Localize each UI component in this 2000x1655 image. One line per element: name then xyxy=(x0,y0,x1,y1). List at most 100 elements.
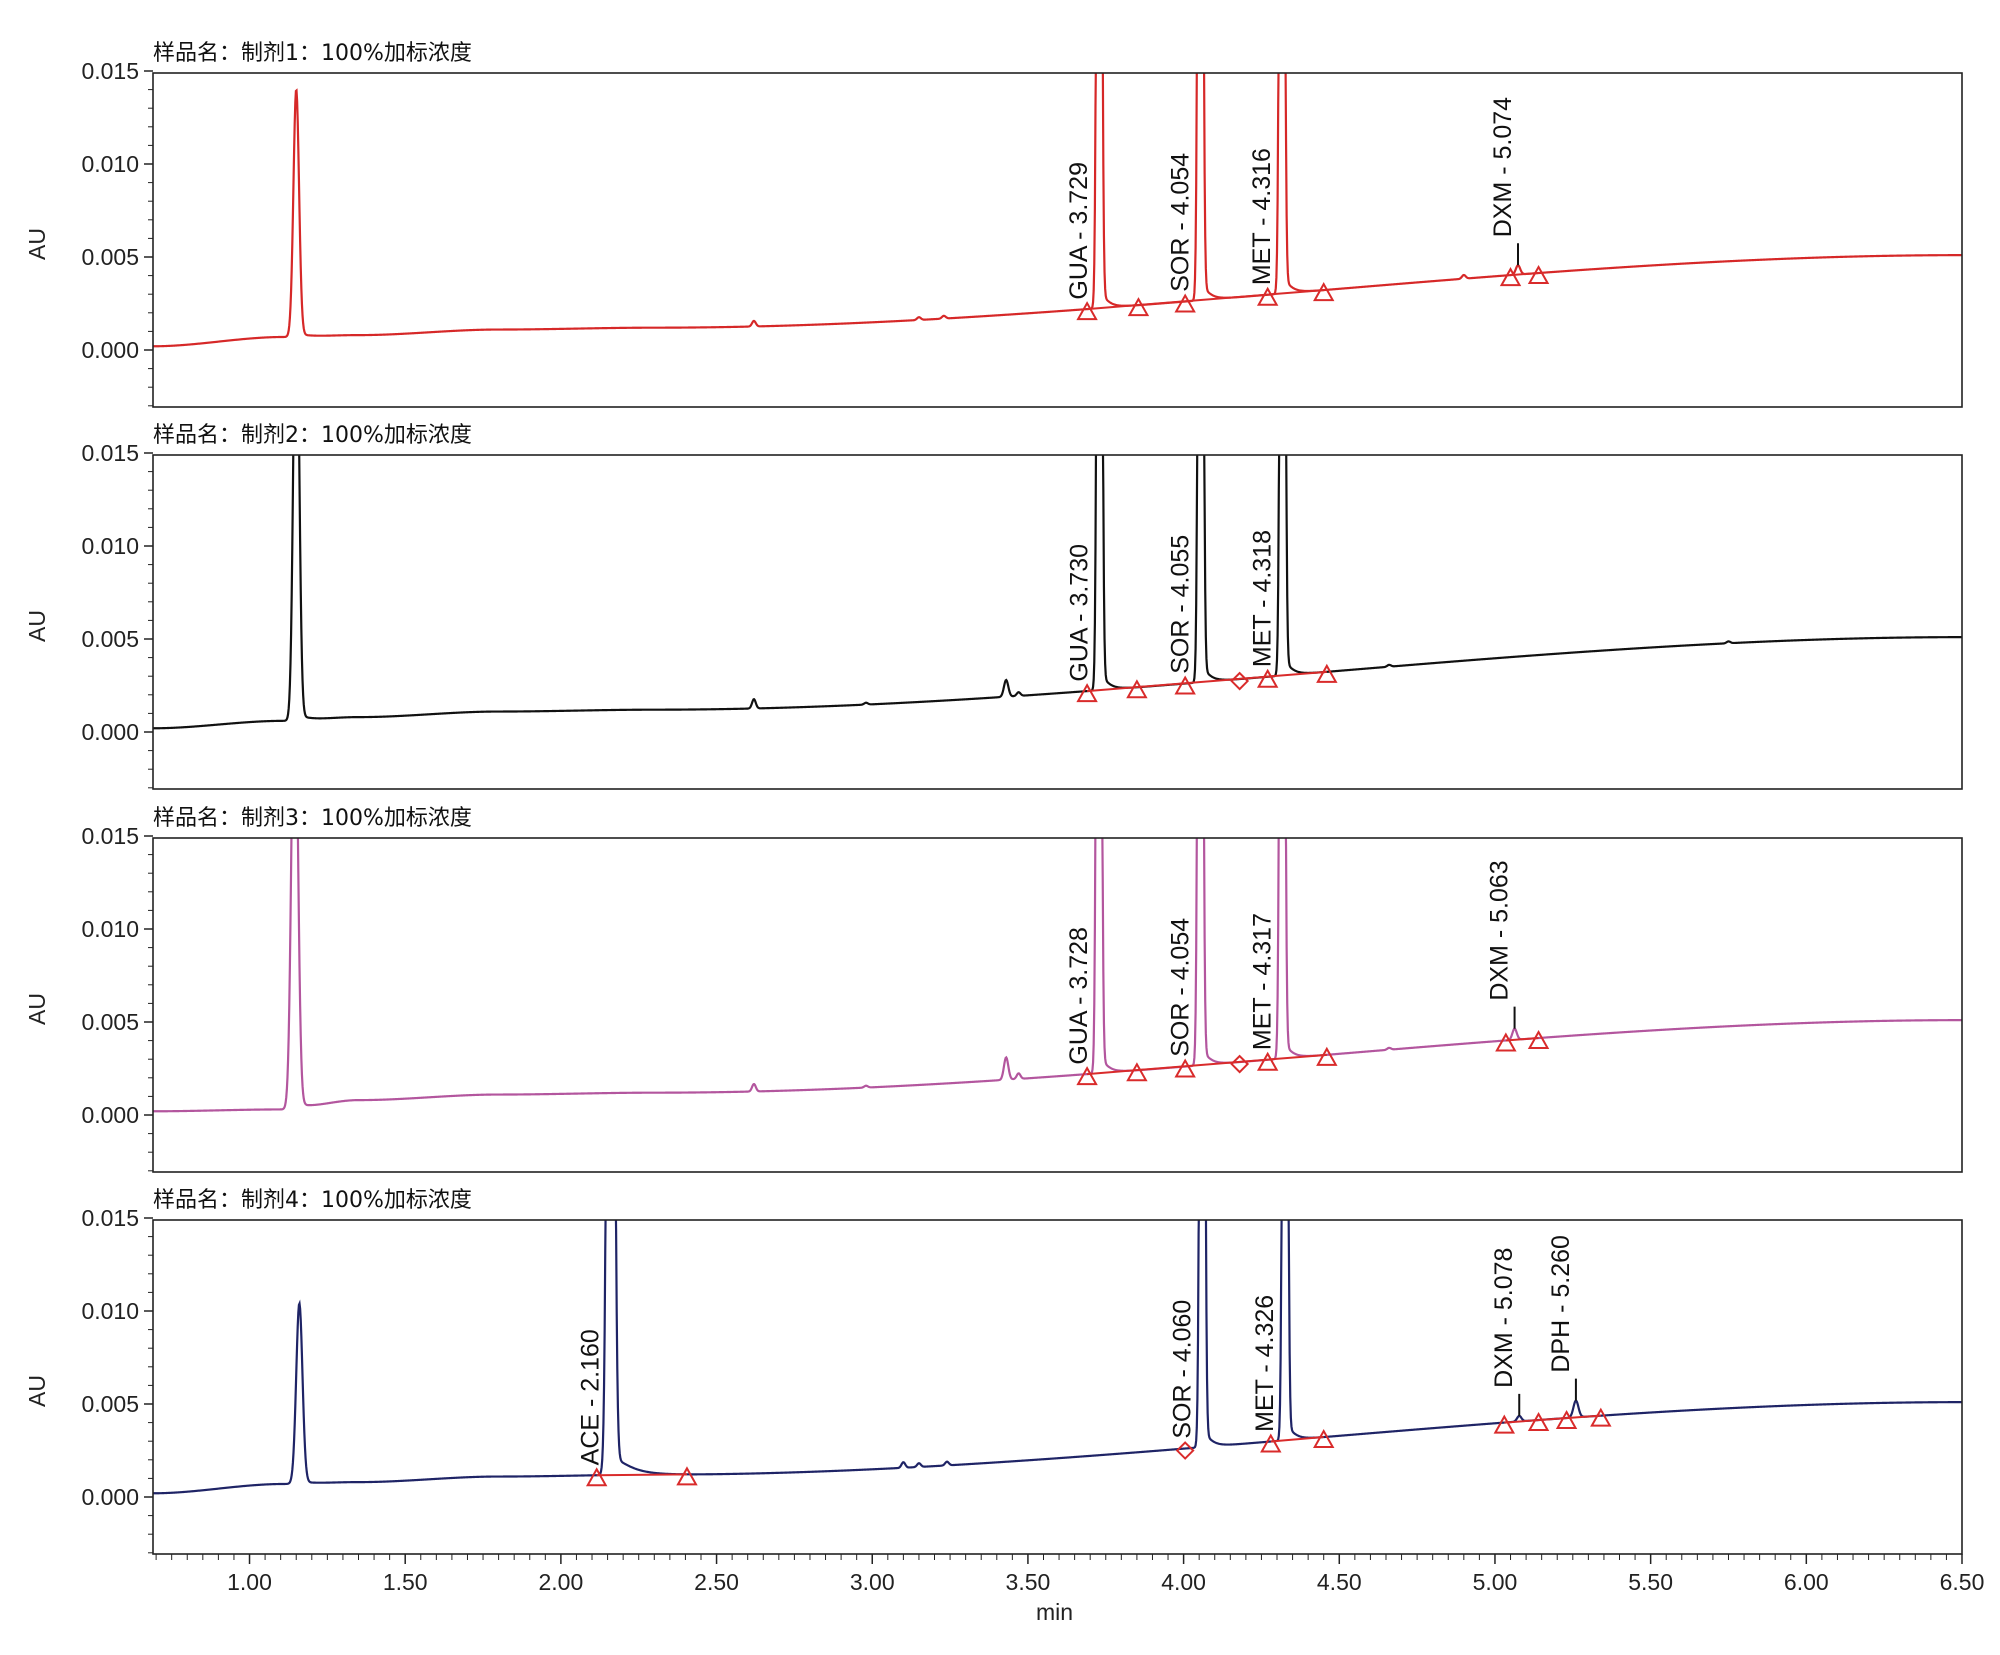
peak-label: DXM - 5.063 xyxy=(1486,860,1514,1000)
triangle-marker xyxy=(1316,1046,1338,1066)
x-axis-label: min xyxy=(1036,1599,1073,1625)
triangle-marker xyxy=(1126,679,1148,699)
chromatogram-panel-3: 样品名：制剂3：100%加标浓度 AU 0.015 0.010 0.005 0.000 GU… xyxy=(24,806,1963,1173)
peak-label: SOR - 4.054 xyxy=(1166,153,1194,292)
diamond-marker xyxy=(1175,1441,1195,1460)
triangle-marker xyxy=(1493,1414,1516,1434)
chromatogram-trace xyxy=(153,1220,1962,1495)
x-tick-label: 1.00 xyxy=(227,1569,272,1595)
panel-title: 样品名：制剂2：100%加标浓度 xyxy=(153,423,472,448)
triangle-marker xyxy=(1076,1066,1098,1086)
y-tick-label: 0.000 xyxy=(81,337,139,363)
panel-frame xyxy=(152,72,1963,408)
diamond-marker xyxy=(1230,671,1250,691)
chromatogram-trace xyxy=(153,838,1962,1113)
panel-frame xyxy=(152,837,1963,1173)
triangle-marker xyxy=(1313,282,1335,302)
y-tick-label: 0.015 xyxy=(81,58,139,84)
y-tick-label: 0.005 xyxy=(81,626,139,652)
integration-baseline xyxy=(1086,1053,1327,1076)
triangle-marker xyxy=(1555,1409,1578,1430)
x-tick-label: 3.00 xyxy=(850,1569,895,1595)
y-tick-label: 0.010 xyxy=(81,1298,139,1324)
peak-label: ACE - 2.160 xyxy=(577,1329,605,1465)
y-tick-label: 0.005 xyxy=(81,244,139,270)
peak-label: GUA - 3.728 xyxy=(1065,927,1093,1065)
y-axis-label: AU xyxy=(24,1375,50,1407)
diamond-marker xyxy=(1230,1054,1250,1074)
y-axis-label: AU xyxy=(24,228,50,260)
triangle-marker xyxy=(1527,1029,1550,1050)
peak-label: MET - 4.316 xyxy=(1248,148,1276,285)
chromatogram-panel-1: 样品名：制剂1：100%加标浓度 AU 0.015 0.010 0.005 0.000 GU… xyxy=(24,41,1963,408)
x-tick-label: 6.00 xyxy=(1784,1569,1829,1595)
triangle-marker xyxy=(1076,301,1098,321)
triangle-marker xyxy=(1174,675,1196,695)
peak-label: SOR - 4.054 xyxy=(1166,918,1194,1057)
panel-frame xyxy=(152,1219,1963,1555)
y-tick-label: 0.010 xyxy=(81,916,139,942)
triangle-marker xyxy=(1256,668,1279,688)
x-axis: 1.00 1.50 2.00 2.50 3.00 3.50 4.00 4.50 5.00 5.50… xyxy=(155,1554,1985,1625)
y-tick-label: 0.015 xyxy=(81,823,139,849)
y-tick-label: 0.000 xyxy=(81,1102,139,1128)
y-tick-label: 0.005 xyxy=(81,1009,139,1035)
triangle-marker xyxy=(1256,286,1279,306)
triangle-marker xyxy=(1260,1433,1282,1453)
peak-label: MET - 4.326 xyxy=(1251,1295,1279,1432)
integration-baseline xyxy=(1504,1414,1601,1424)
panel-title: 样品名：制剂4：100%加标浓度 xyxy=(153,1188,472,1213)
y-axis-label: AU xyxy=(24,610,50,642)
triangle-marker xyxy=(1174,293,1196,313)
triangle-marker xyxy=(585,1467,608,1487)
chromatogram-panel-2: 样品名：制剂2：100%加标浓度 AU 0.015 0.010 0.005 0.000 GU… xyxy=(24,423,1963,790)
triangle-marker xyxy=(1316,663,1338,683)
panel-frame xyxy=(152,454,1963,790)
y-tick-label: 0.000 xyxy=(81,1484,139,1510)
peak-label: MET - 4.317 xyxy=(1248,913,1276,1050)
y-tick-label: 0.015 xyxy=(81,1205,139,1231)
y-tick-label: 0.010 xyxy=(81,151,139,177)
chromatogram-panel-4: 样品名：制剂4：100%加标浓度 AU 0.015 0.010 0.005 0.000 AC… xyxy=(24,1188,1963,1555)
triangle-marker xyxy=(1076,683,1098,703)
x-tick-label: 4.50 xyxy=(1317,1569,1362,1595)
triangle-marker xyxy=(1495,1032,1517,1052)
peak-label: SOR - 4.055 xyxy=(1167,535,1195,674)
x-tick-label: 2.50 xyxy=(694,1569,739,1595)
x-tick-label: 5.50 xyxy=(1628,1569,1673,1595)
y-tick-label: 0.010 xyxy=(81,533,139,559)
integration-baseline xyxy=(596,1473,687,1477)
triangle-marker xyxy=(1313,1429,1335,1449)
y-tick-label: 0.015 xyxy=(81,440,139,466)
triangle-marker xyxy=(1126,1062,1148,1082)
triangle-marker xyxy=(676,1466,698,1486)
x-tick-label: 2.00 xyxy=(538,1569,583,1595)
peak-label: SOR - 4.060 xyxy=(1168,1300,1196,1439)
x-tick-label: 4.00 xyxy=(1161,1569,1206,1595)
y-axis-label: AU xyxy=(24,993,50,1025)
chromatogram-trace xyxy=(153,455,1962,730)
peak-label: DPH - 5.260 xyxy=(1547,1235,1575,1373)
peak-label: GUA - 3.730 xyxy=(1066,544,1094,682)
x-tick-label: 5.00 xyxy=(1473,1569,1518,1595)
triangle-marker xyxy=(1256,1051,1279,1071)
x-tick-label: 3.50 xyxy=(1006,1569,1051,1595)
peak-label: GUA - 3.729 xyxy=(1065,162,1093,300)
panel-title: 样品名：制剂3：100%加标浓度 xyxy=(153,806,472,831)
triangle-marker xyxy=(1527,264,1550,285)
panel-title: 样品名：制剂1：100%加标浓度 xyxy=(153,41,472,66)
peak-label: DXM - 5.078 xyxy=(1490,1248,1518,1388)
integration-baseline xyxy=(1505,1037,1539,1042)
triangle-marker xyxy=(1527,1411,1550,1432)
integration-baseline xyxy=(1270,1436,1324,1443)
y-tick-label: 0.000 xyxy=(81,719,139,745)
chromatogram-trace xyxy=(153,73,1962,348)
x-tick-label: 1.50 xyxy=(383,1569,428,1595)
y-tick-label: 0.005 xyxy=(81,1391,139,1417)
peak-label: DXM - 5.074 xyxy=(1489,97,1517,237)
integration-baseline xyxy=(1086,289,1324,311)
x-tick-label: 6.50 xyxy=(1940,1569,1985,1595)
triangle-marker xyxy=(1499,267,1522,287)
peak-label: MET - 4.318 xyxy=(1249,530,1277,667)
